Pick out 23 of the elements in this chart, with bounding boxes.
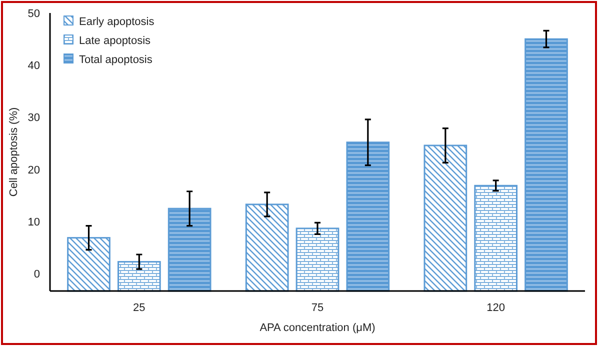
x-tick-label: 120 bbox=[486, 302, 506, 314]
y-axis-title: Cell apoptosis (%) bbox=[8, 107, 20, 197]
bar bbox=[524, 38, 568, 292]
y-tick-label: 10 bbox=[28, 216, 40, 228]
x-tick-label: 75 bbox=[311, 302, 324, 314]
y-tick-label: 0 bbox=[34, 268, 40, 281]
bar bbox=[168, 208, 212, 292]
bar bbox=[296, 228, 340, 292]
bar bbox=[474, 184, 518, 292]
bar bbox=[117, 261, 161, 292]
y-tick-label: 40 bbox=[28, 60, 40, 72]
x-tick-label: 25 bbox=[133, 302, 146, 314]
bar bbox=[245, 204, 289, 292]
y-tick-label: 50 bbox=[28, 8, 40, 20]
bar bbox=[424, 144, 468, 292]
y-tick-label: 20 bbox=[28, 164, 40, 176]
bar bbox=[346, 142, 390, 292]
legend-label: Late apoptosis bbox=[79, 34, 152, 47]
bar bbox=[67, 237, 110, 292]
legend-label: Total apoptosis bbox=[79, 54, 153, 66]
y-tick-label: 30 bbox=[28, 112, 40, 124]
legend-label: Early apoptosis bbox=[79, 16, 155, 28]
x-axis-title: APA concentration (μM) bbox=[260, 322, 376, 334]
